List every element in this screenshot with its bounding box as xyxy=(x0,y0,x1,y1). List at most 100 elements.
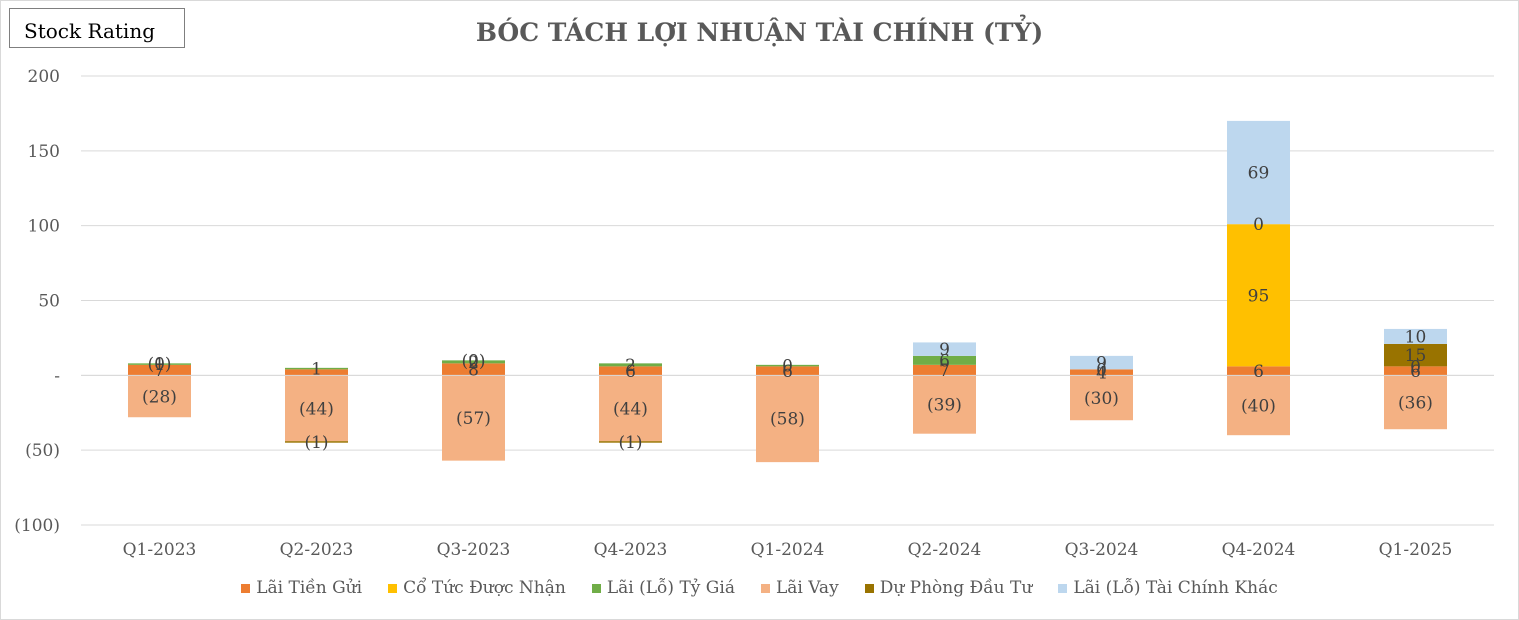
legend-label: Lãi Tiền Gửi xyxy=(256,578,363,598)
x-tick-label: Q1-2025 xyxy=(1379,540,1453,560)
legend-swatch xyxy=(760,583,770,593)
data-label: (40) xyxy=(1241,396,1276,416)
y-tick-label: - xyxy=(54,366,60,386)
data-label: 0 xyxy=(1096,360,1107,380)
data-label: 8 xyxy=(468,360,479,380)
bar-segment xyxy=(756,375,819,463)
data-label: 9 xyxy=(1096,354,1107,374)
bar-segment xyxy=(128,364,191,376)
y-tick-label: 150 xyxy=(28,142,60,162)
bar-segment xyxy=(1384,328,1447,344)
legend-swatch xyxy=(591,583,601,593)
data-label: (28) xyxy=(142,387,177,407)
legend-swatch xyxy=(1058,583,1068,593)
bar-segment xyxy=(756,364,819,367)
data-label: 7 xyxy=(939,361,950,381)
bar-segment xyxy=(442,363,505,376)
data-label: 6 xyxy=(1410,362,1421,382)
data-label: 95 xyxy=(1248,286,1270,306)
data-label: 4 xyxy=(1096,363,1107,383)
legend-swatch xyxy=(241,583,251,593)
data-label: (58) xyxy=(770,410,805,430)
chart-legend: Lãi Tiền Gửi Cổ Tức Được Nhận Lãi (Lỗ) Tỷ … xyxy=(0,578,1519,598)
x-tick-label: Q4-2023 xyxy=(594,540,668,560)
data-label: (44) xyxy=(299,399,334,419)
data-label: (1) xyxy=(618,433,642,453)
data-label: 6 xyxy=(625,362,636,382)
data-label: 2 xyxy=(468,353,479,373)
bar-segment xyxy=(1227,120,1290,225)
legend-label: Lãi (Lỗ) Tỷ Giá xyxy=(606,578,735,598)
bar-segment xyxy=(1227,366,1290,376)
chart-title: BÓC TÁCH LỢI NHUẬN TÀI CHÍNH (TỶ) xyxy=(475,18,1044,47)
bar-segment xyxy=(1070,369,1133,376)
bar-segment xyxy=(1384,343,1447,367)
y-tick-label: (100) xyxy=(14,516,60,536)
y-tick-label: 100 xyxy=(28,217,60,237)
bar-segment xyxy=(1384,375,1447,430)
bar-segment xyxy=(1070,355,1133,370)
x-tick-label: Q1-2023 xyxy=(123,540,197,560)
bar-segment xyxy=(599,363,662,367)
x-tick-label: Q2-2024 xyxy=(908,540,982,560)
bar-segment xyxy=(1227,375,1290,436)
data-label: (30) xyxy=(1084,389,1119,409)
bar-segment xyxy=(285,375,348,442)
data-label: 6 xyxy=(782,362,793,382)
legend-item: Lãi (Lỗ) Tài Chính Khác xyxy=(1058,578,1278,598)
bar-segment xyxy=(599,441,662,443)
data-label: 6 xyxy=(939,351,950,371)
y-tick-label: (50) xyxy=(25,441,60,461)
data-label: 9 xyxy=(939,340,950,360)
data-label: 69 xyxy=(1248,164,1270,184)
data-label: 10 xyxy=(1405,327,1427,347)
bar-segment xyxy=(1227,224,1290,367)
bar-segment xyxy=(913,355,976,365)
legend-item: Cổ Tức Được Nhận xyxy=(388,578,566,598)
bar-segment xyxy=(285,441,348,443)
data-label: (57) xyxy=(456,409,491,429)
x-tick-label: Q3-2024 xyxy=(1065,540,1139,560)
bar-segment xyxy=(756,366,819,376)
bar-segment xyxy=(285,369,348,376)
x-tick-label: Q1-2024 xyxy=(751,540,825,560)
y-tick-label: 200 xyxy=(28,67,60,87)
bar-segment xyxy=(128,375,191,418)
bar-segment xyxy=(599,375,662,442)
data-label: 0 xyxy=(1410,357,1421,377)
y-tick-label: 50 xyxy=(38,292,60,312)
data-label: (1) xyxy=(304,433,328,453)
data-label: 0 xyxy=(1253,215,1264,235)
data-label: 2 xyxy=(625,356,636,376)
bar-segment xyxy=(913,375,976,434)
bar-segment xyxy=(599,366,662,376)
bar-segment xyxy=(442,360,505,364)
data-label: 1 xyxy=(311,360,322,380)
bar-segment xyxy=(442,375,505,461)
legend-label: Dự Phòng Đầu Tư xyxy=(879,578,1033,598)
legend-swatch xyxy=(388,583,398,593)
data-label: 15 xyxy=(1405,346,1427,366)
bar-segment xyxy=(285,367,348,370)
x-tick-label: Q2-2023 xyxy=(280,540,354,560)
legend-item: Lãi Vay xyxy=(760,578,839,598)
stock-rating-badge: Stock Rating xyxy=(9,8,185,48)
bar-segment xyxy=(913,342,976,356)
data-label: 7 xyxy=(154,361,165,381)
data-label: 1 xyxy=(154,355,165,375)
data-label: 6 xyxy=(1253,362,1264,382)
legend-label: Lãi (Lỗ) Tài Chính Khác xyxy=(1073,578,1278,598)
legend-item: Lãi Tiền Gửi xyxy=(241,578,362,598)
data-label: (44) xyxy=(613,399,648,419)
legend-swatch xyxy=(864,583,874,593)
legend-item: Dự Phòng Đầu Tư xyxy=(864,578,1033,598)
bar-segment xyxy=(1070,375,1133,421)
legend-label: Cổ Tức Được Nhận xyxy=(403,578,566,598)
bar-segment xyxy=(128,363,191,365)
x-tick-label: Q4-2024 xyxy=(1222,540,1296,560)
legend-label: Lãi Vay xyxy=(775,578,839,598)
data-label: (39) xyxy=(927,396,962,416)
data-label: (0) xyxy=(461,351,485,371)
data-label: (0) xyxy=(147,354,171,374)
